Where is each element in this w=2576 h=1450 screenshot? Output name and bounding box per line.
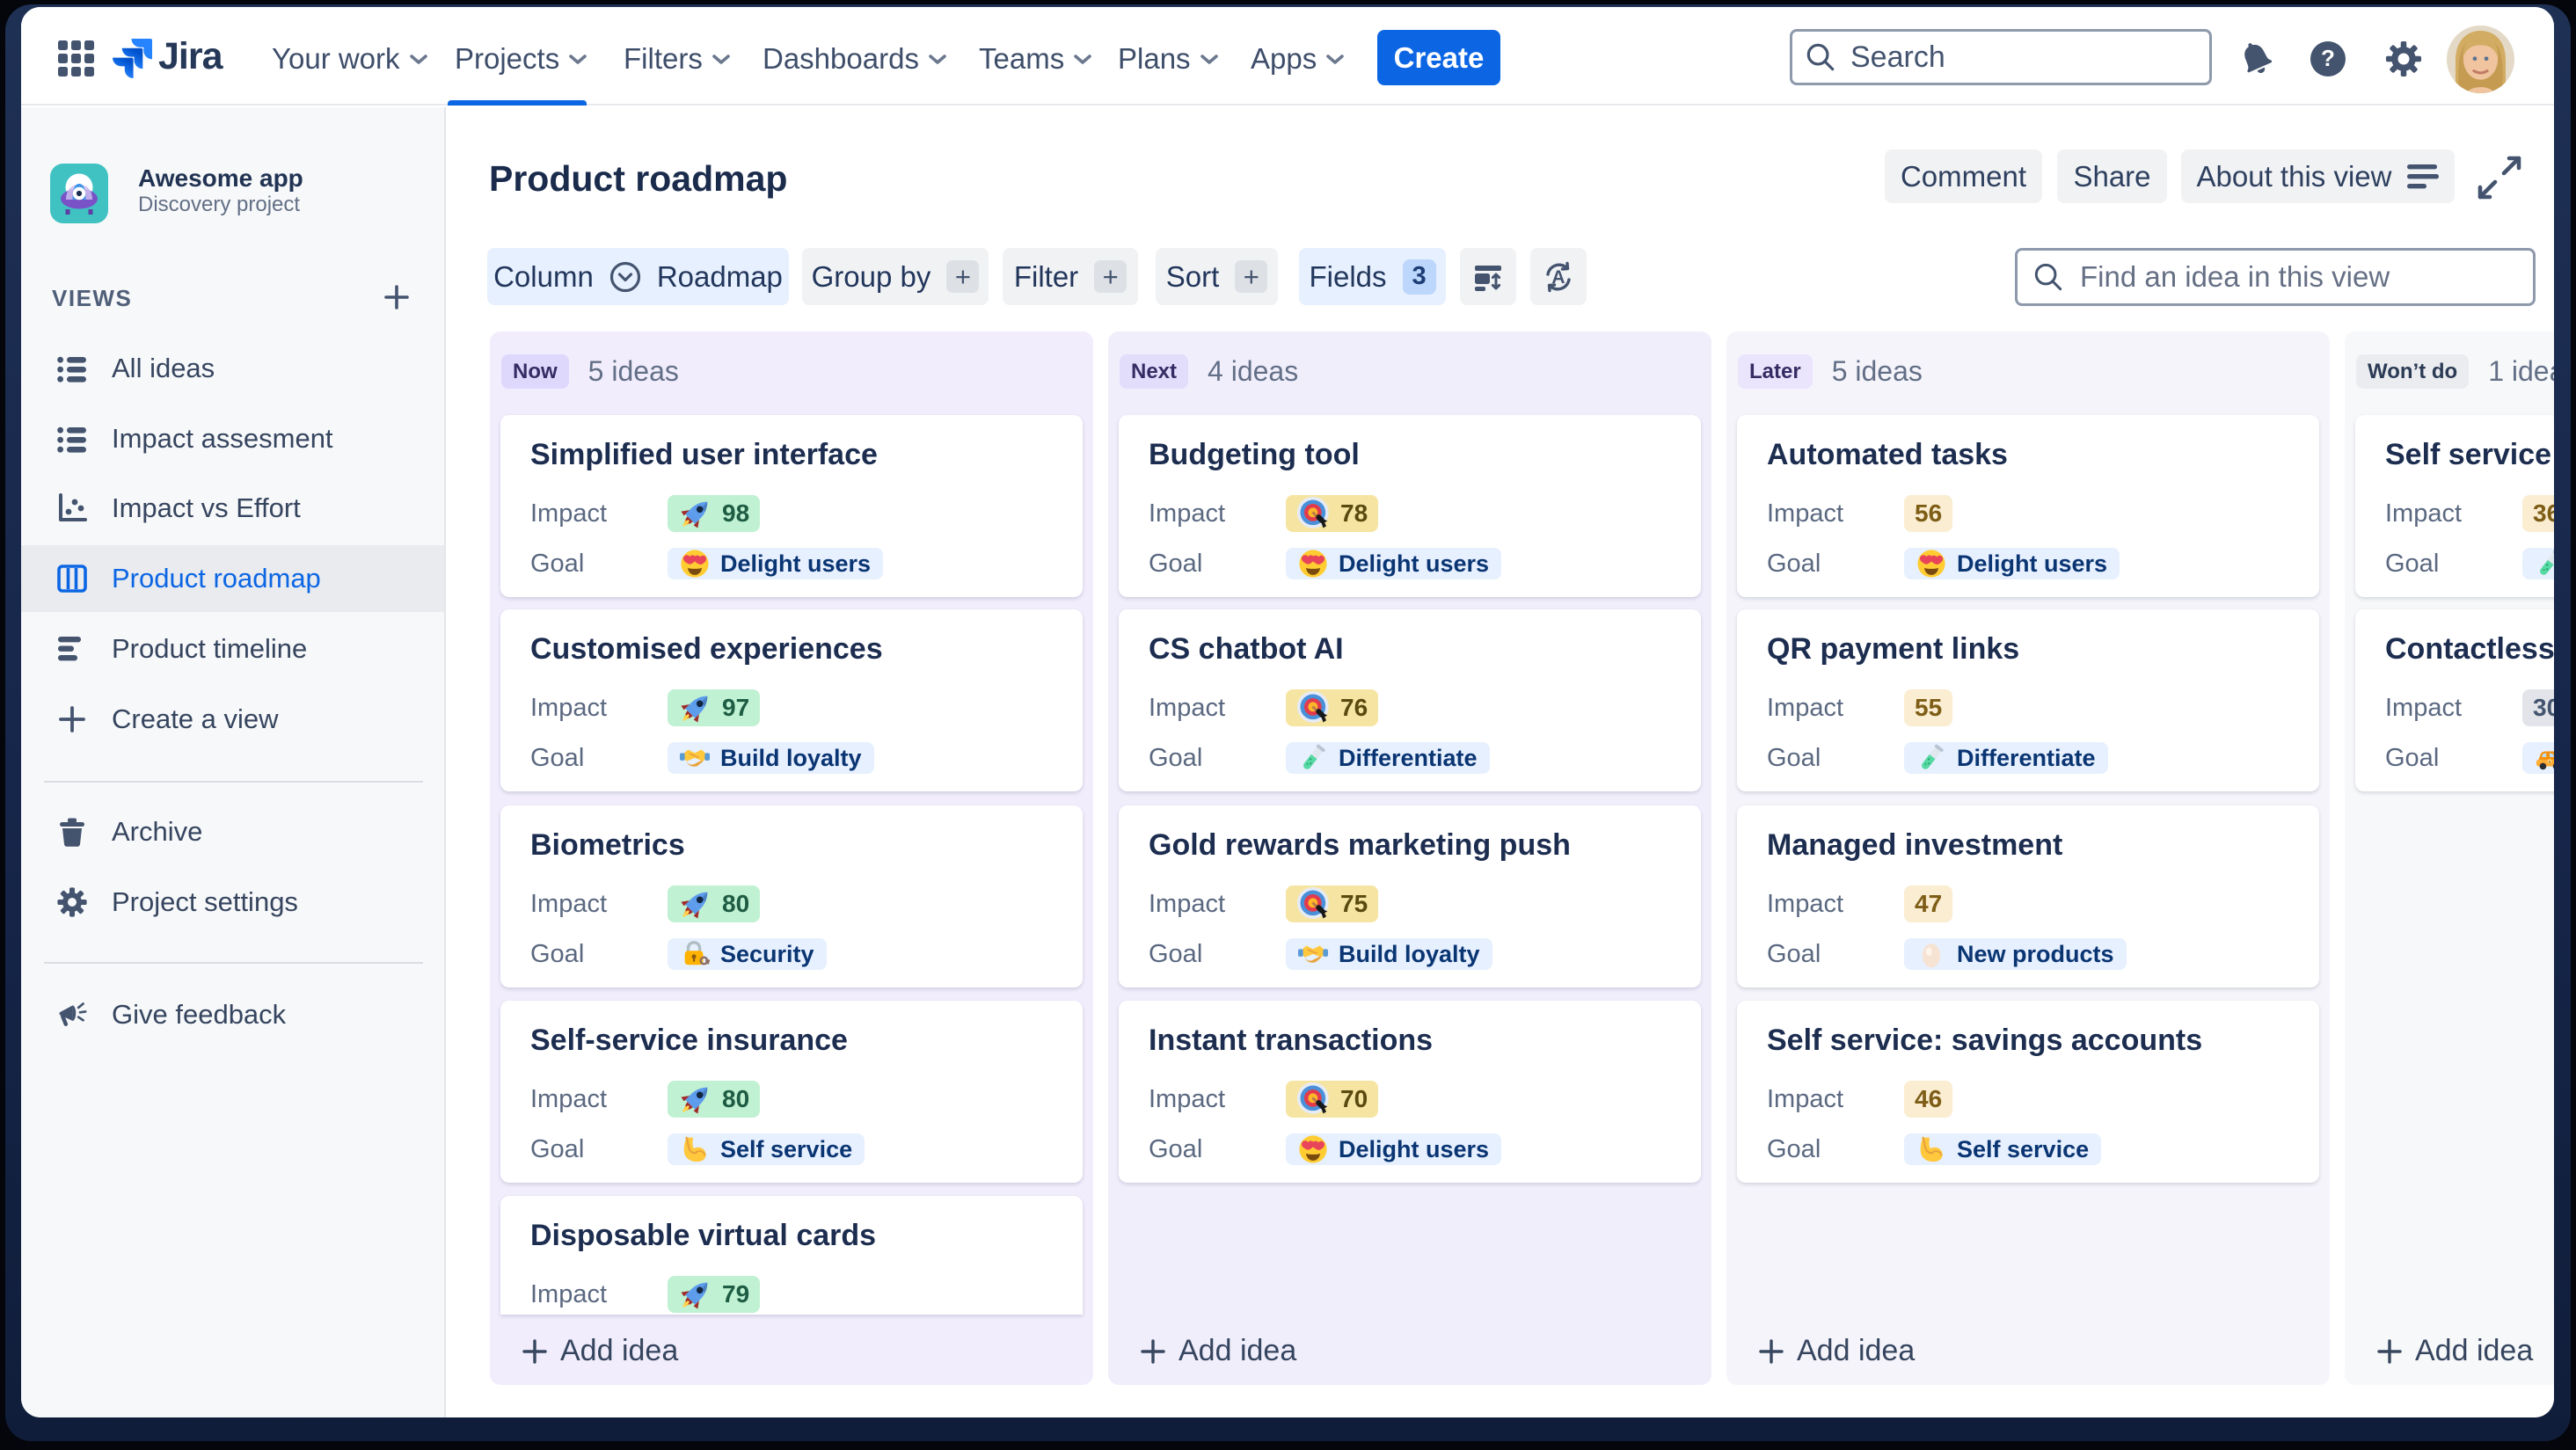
svg-text:?: ?: [2321, 45, 2335, 71]
svg-text:$: $: [2549, 761, 2551, 764]
svg-text:A: A: [1551, 267, 1565, 288]
